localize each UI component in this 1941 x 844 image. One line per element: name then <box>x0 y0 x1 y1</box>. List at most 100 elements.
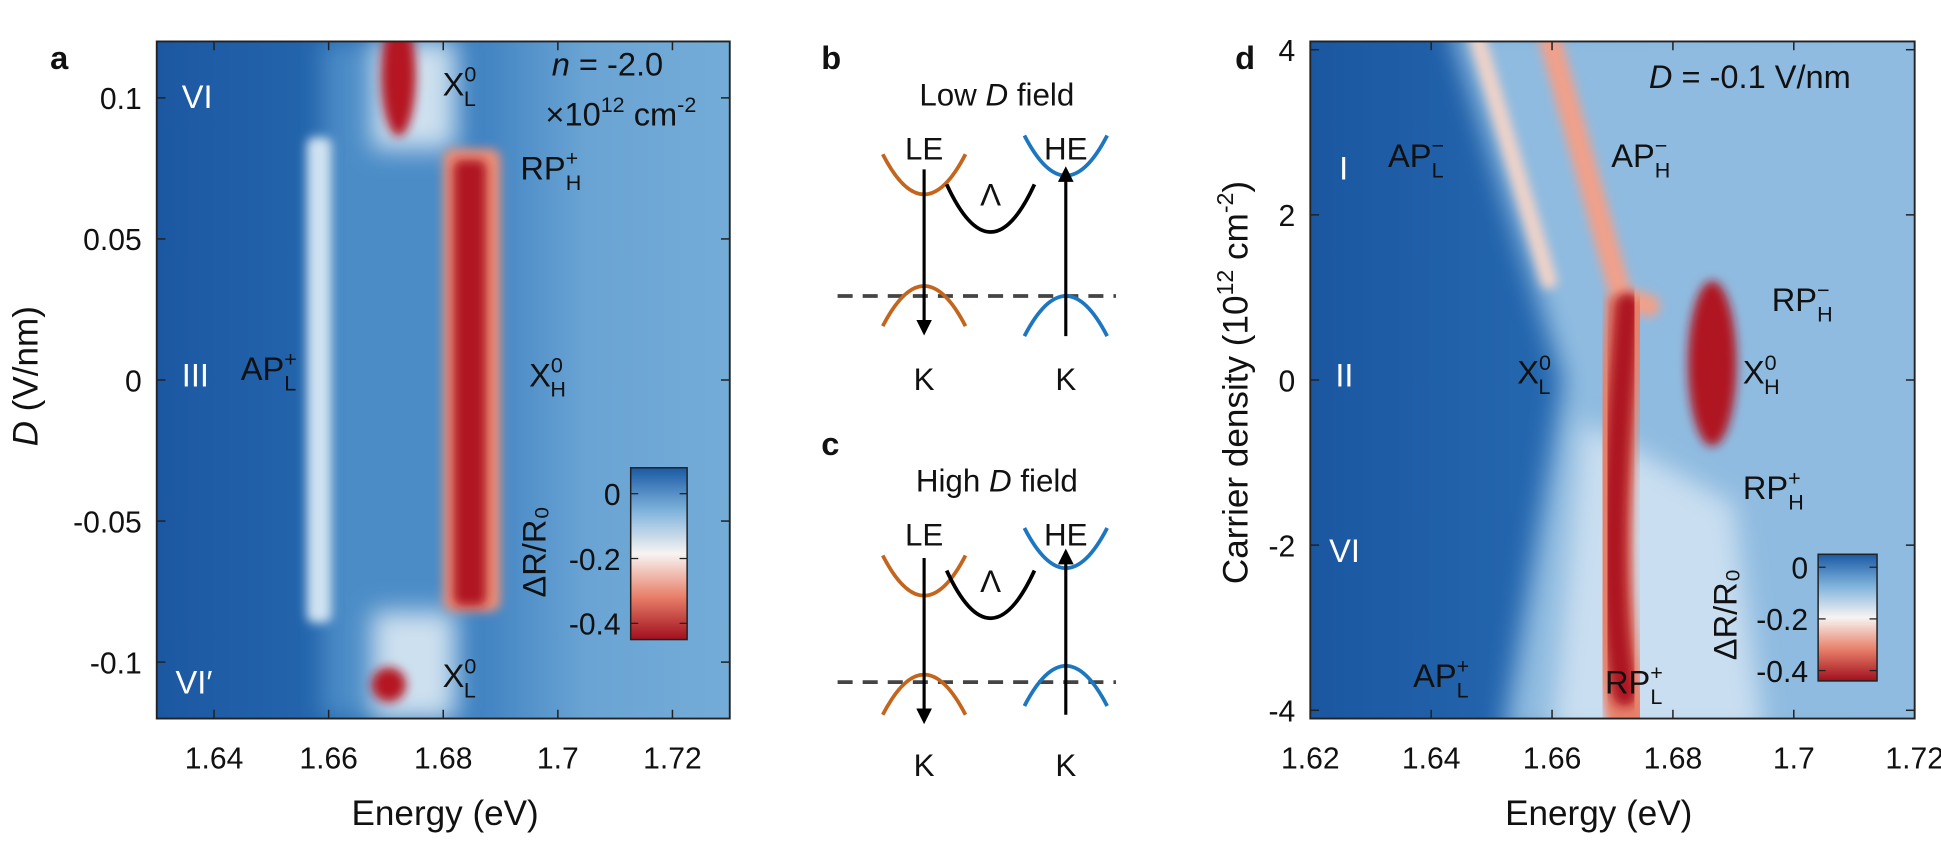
band-label: Λ <box>980 178 1001 213</box>
colorbar-tick-label: 0 <box>604 479 621 512</box>
label-text: X0 H <box>1743 351 1780 399</box>
text-part: − <box>1817 278 1830 302</box>
colorbar <box>1817 553 1878 682</box>
label-text: X0 L <box>443 655 477 703</box>
label-text: AP− L <box>1388 134 1444 182</box>
valley-label: K <box>914 748 935 783</box>
text-part: = -2.0 <box>570 45 663 82</box>
text-part: AP <box>241 350 284 387</box>
text-part: L <box>1650 685 1662 709</box>
band-label: LE <box>905 131 943 166</box>
text-part: AP <box>1413 657 1456 694</box>
label-text: X0 H <box>529 354 566 402</box>
text-part: High <box>916 464 989 499</box>
text-part: = -0.1 V/nm <box>1672 58 1850 95</box>
text-part: X <box>443 657 465 694</box>
text-part: AP <box>1611 137 1654 174</box>
label-text: Low D field <box>919 77 1074 112</box>
label-text: X0 L <box>443 63 477 111</box>
heatmap <box>1310 41 1915 719</box>
text-part: field <box>1012 464 1078 499</box>
text-part: VI <box>1329 532 1360 569</box>
y-tick-label: -0.05 <box>73 506 142 539</box>
band-label: HE <box>1044 131 1088 166</box>
text-part: VI′ <box>176 663 213 700</box>
y-tick-label: 0.1 <box>100 83 142 116</box>
text-part: Energy (eV) <box>352 794 539 833</box>
text-part: D <box>1649 58 1673 95</box>
panel-label: b <box>821 39 841 76</box>
text-part: X <box>443 65 465 102</box>
label-text: n = -2.0 <box>552 45 663 82</box>
band-label: HE <box>1044 518 1088 553</box>
colorbar-label: ΔR/R₀ <box>1707 569 1744 660</box>
text-part: 0 <box>1539 351 1551 375</box>
text-part: H <box>1764 375 1780 399</box>
y-tick-label: 0.05 <box>83 224 142 257</box>
text-part: VI <box>182 78 213 115</box>
text-part: D <box>986 77 1009 112</box>
x-tick-label: 1.66 <box>299 743 358 776</box>
label-text: VI′ <box>176 663 213 700</box>
label-text: VI <box>1329 532 1360 569</box>
y-tick-label: 0 <box>1279 365 1296 398</box>
text-part: cm <box>625 95 678 132</box>
label-text: RP− H <box>1772 278 1833 326</box>
text-part: 0 <box>1765 351 1777 375</box>
text-part: L <box>464 679 476 703</box>
y-tick-label: -4 <box>1269 696 1296 729</box>
text-part: 0 <box>464 63 476 87</box>
label-text: Energy (eV) <box>1505 794 1692 833</box>
x-tick-label: 1.68 <box>1644 743 1703 776</box>
text-part: D <box>989 464 1012 499</box>
text-part: H <box>550 378 566 402</box>
text-part: X <box>529 356 551 393</box>
label-text: I <box>1339 149 1348 186</box>
text-part: cm <box>1217 213 1256 270</box>
text-part: L <box>464 87 476 111</box>
heatmap-feature <box>1454 41 1915 719</box>
text-part: AP <box>1388 137 1431 174</box>
label-text: High D field <box>916 464 1078 499</box>
text-part: H <box>566 171 582 195</box>
heatmap-feature <box>453 159 487 606</box>
text-part: (V/nm) <box>7 306 46 421</box>
label-text: X0 L <box>1517 351 1551 399</box>
valley-label: K <box>914 362 935 397</box>
text-part: L <box>1432 158 1444 182</box>
label-text: RP+ H <box>1743 466 1804 514</box>
y-tick-label: 0 <box>125 365 142 398</box>
colorbar-tick-label: -0.2 <box>1756 604 1808 637</box>
heatmap-feature <box>371 667 406 702</box>
band-label: LE <box>905 518 943 553</box>
text-part: 0 <box>464 655 476 679</box>
text-part: D <box>7 421 46 446</box>
colorbar-tick-label: 0 <box>1791 552 1808 585</box>
panel-label: a <box>50 39 69 76</box>
x-tick-label: 1.66 <box>1523 743 1582 776</box>
label-text: AP− H <box>1611 134 1670 182</box>
label-text: VI <box>182 78 213 115</box>
label-text: D = -0.1 V/nm <box>1649 58 1851 95</box>
text-part: 12 <box>601 93 625 117</box>
x-tick-label: 1.64 <box>185 743 244 776</box>
x-tick-label: 1.68 <box>414 743 473 776</box>
text-part: n <box>552 45 570 82</box>
text-part: + <box>1457 655 1470 679</box>
text-part: -2 <box>1212 193 1238 214</box>
label-text: ×1012 cm-2 <box>545 93 696 133</box>
x-tick-label: 1.72 <box>1885 743 1941 776</box>
text-part: + <box>1788 466 1801 490</box>
text-part: ) <box>1217 181 1256 193</box>
heatmap-feature <box>322 41 467 719</box>
text-part: + <box>566 147 579 171</box>
heatmap-feature <box>306 137 332 623</box>
text-part: − <box>1432 134 1445 158</box>
y-tick-label: 4 <box>1279 35 1296 68</box>
label-text: RP+ L <box>1605 661 1663 709</box>
y-tick-label: -2 <box>1269 530 1296 563</box>
text-part: H <box>1655 158 1671 182</box>
label-text: AP+ L <box>1413 655 1469 703</box>
text-part: H <box>1788 491 1804 515</box>
label-text: II <box>1335 356 1353 393</box>
